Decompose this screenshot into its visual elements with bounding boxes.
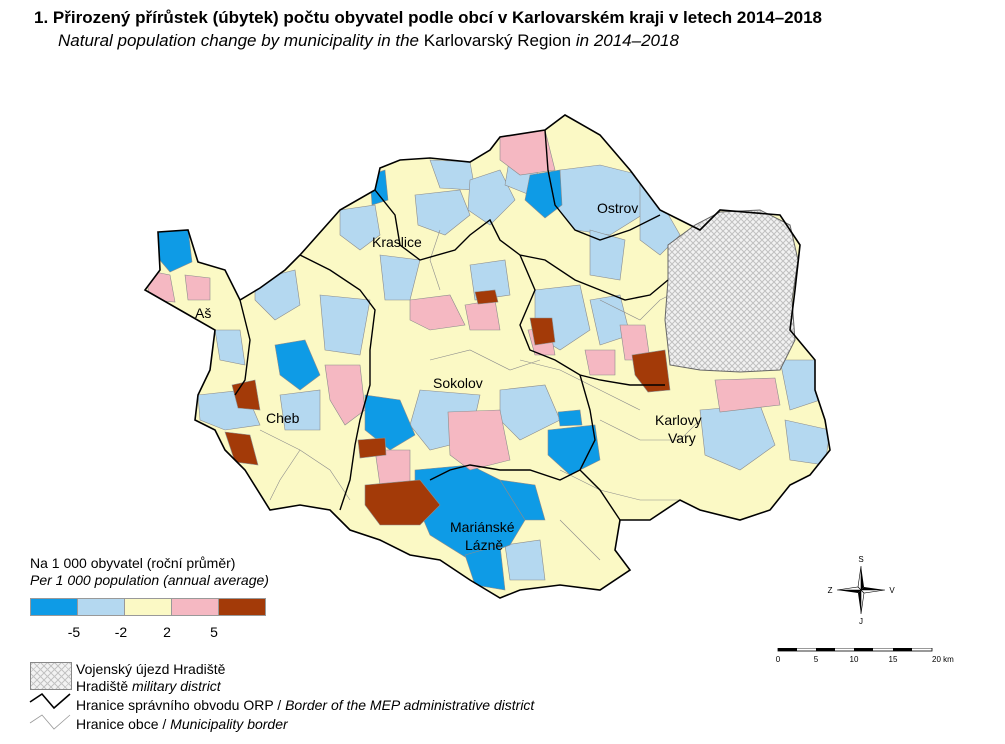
region-area: Ostrov Kraslice Aš Sokolov Cheb Karlovy … <box>143 114 831 599</box>
legend-title-cs: Na 1 000 obyvatel (roční průměr) <box>30 555 236 571</box>
compass-rose: S Z V J <box>828 555 896 626</box>
legend-military-en-a: Hradiště <box>76 678 129 694</box>
legend-muni-en: Municipality border <box>170 716 288 732</box>
legend-orp-cs: Hranice správního obvodu ORP / <box>76 697 286 713</box>
legend-orp-border: Hranice správního obvodu ORP / Border of… <box>76 697 534 713</box>
legend-title-en: Per 1 000 population (annual average) <box>30 572 269 588</box>
town-label-vary: Vary <box>668 430 696 446</box>
town-label-ostrov: Ostrov <box>597 200 638 216</box>
town-label-karlovy: Karlovy <box>655 412 702 428</box>
legend-military-en-b: military district <box>128 678 221 694</box>
scale-tick: 20 km <box>932 655 954 664</box>
muni-border-symbol <box>29 714 71 730</box>
orp-border-symbol <box>29 692 71 710</box>
town-label-cheb: Cheb <box>266 410 300 426</box>
legend-military-cs: Vojenský újezd Hradiště <box>76 661 226 677</box>
legend-swatch-1 <box>78 599 125 615</box>
town-label-lazne: Lázně <box>465 537 503 553</box>
town-label-sokolov: Sokolov <box>433 375 483 391</box>
legend-swatch-2 <box>125 599 172 615</box>
military-district <box>664 209 799 373</box>
compass-west: Z <box>828 586 833 595</box>
legend-swatch-4 <box>219 599 265 615</box>
legend-muni-cs: Hranice obce / <box>76 716 171 732</box>
scale-tick: 0 <box>776 655 781 664</box>
map-title: 1. Přirozený přírůstek (úbytek) počtu ob… <box>34 8 822 27</box>
legend-tick: -2 <box>114 624 128 640</box>
compass-east: V <box>889 586 895 595</box>
legend-muni-border: Hranice obce / Municipality border <box>76 716 288 732</box>
map-subtitle: Natural population change by municipalit… <box>58 31 679 51</box>
compass-south: J <box>859 617 863 626</box>
orp-borders <box>234 129 669 521</box>
town-label-as: Aš <box>195 305 211 321</box>
town-labels: Ostrov Kraslice Aš Sokolov Cheb Karlovy … <box>195 200 702 553</box>
legend-tick: 2 <box>163 624 171 640</box>
legend-swatch-0 <box>31 599 78 615</box>
scale-tick: 15 <box>889 655 898 664</box>
class-brown-areas <box>224 289 671 526</box>
legend-orp-en: Border of the MEP administrative distric… <box>285 697 535 713</box>
subtitle-region: Karlovarský Region <box>423 31 572 50</box>
scale-tick: 10 <box>850 655 859 664</box>
scale-tick: 5 <box>814 655 819 664</box>
town-label-kraslice: Kraslice <box>372 234 422 250</box>
class-dark-blue-areas <box>154 169 601 591</box>
scale-bar: 0 5 10 15 20 km <box>776 648 954 664</box>
compass-north: S <box>858 555 863 564</box>
region-border <box>143 114 831 599</box>
town-label-marianske: Mariánské <box>450 519 515 535</box>
legend-tick: -5 <box>67 624 81 640</box>
legend-tick: 5 <box>210 624 218 640</box>
subtitle-part2: in 2014–2018 <box>571 31 679 50</box>
legend-military-en: Hradiště military district <box>76 678 221 694</box>
subtitle-part1: Natural population change by municipalit… <box>58 31 424 50</box>
legend-swatch-3 <box>172 599 219 615</box>
legend-color-ramp <box>30 598 266 616</box>
military-district-swatch <box>30 662 72 690</box>
